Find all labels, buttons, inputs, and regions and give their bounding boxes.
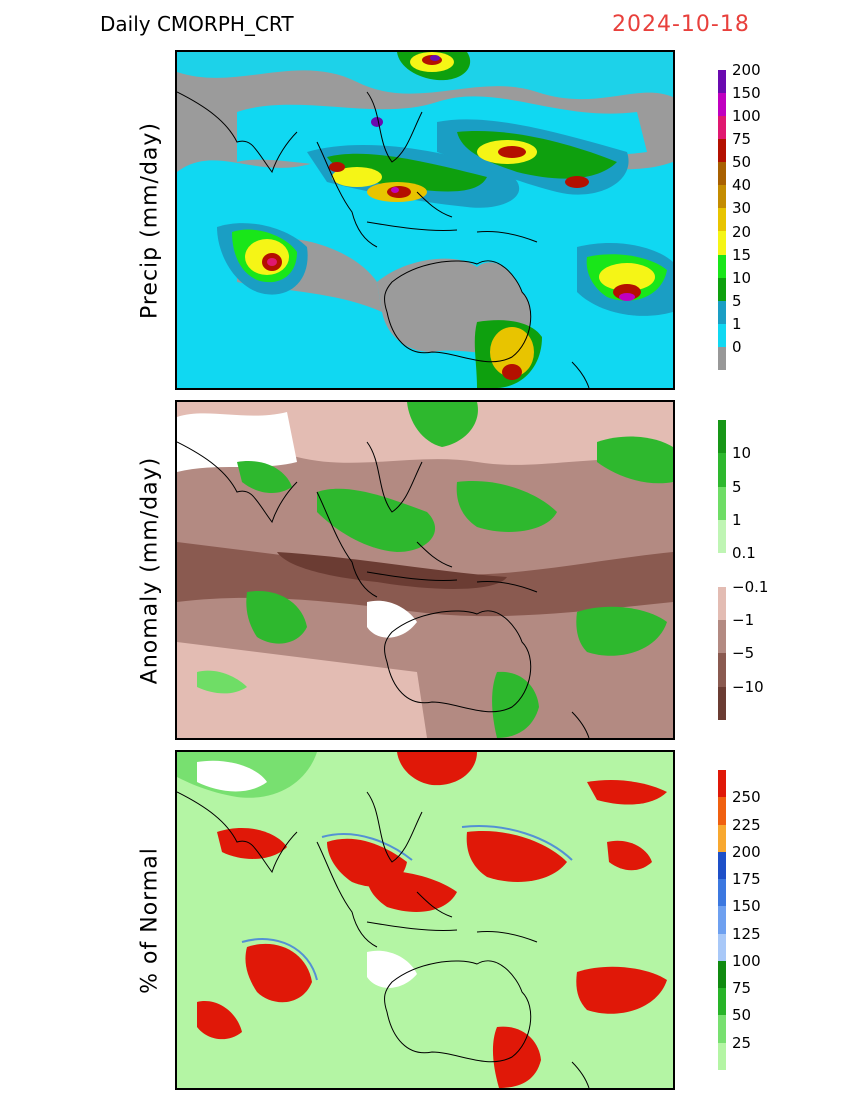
colorbar-segment: [718, 879, 726, 907]
colorbar-tick-label: 25: [732, 1033, 752, 1052]
colorbar-segment: [718, 988, 726, 1016]
colorbar-segment: [718, 770, 726, 798]
colorbar-tick-label: 250: [732, 788, 761, 807]
colorbar-segment: [718, 486, 726, 520]
anomaly-axis-label: Anomaly (mm/day): [137, 456, 163, 685]
colorbar-segment: [718, 254, 726, 278]
colorbar-tick-label: 150: [732, 84, 761, 103]
colorbar-tick-label: 175: [732, 870, 761, 889]
colorbar-segment: [718, 824, 726, 852]
precip-axis-label: Precip (mm/day): [137, 121, 163, 320]
colorbar-segment: [718, 1015, 726, 1043]
colorbar-tick-label: 10: [732, 268, 752, 287]
colorbar-segment: [718, 185, 726, 209]
colorbar-segment: [718, 139, 726, 163]
colorbar-tick-label: −5: [732, 644, 755, 663]
colorbar-tick-label: 5: [732, 291, 742, 310]
percent-normal-map-panel: [175, 750, 675, 1090]
colorbar-tick-label: 100: [732, 107, 761, 126]
colorbar-segment: [718, 851, 726, 880]
colorbar-tick-label: −0.1: [732, 577, 769, 596]
colorbar-segment: [718, 653, 726, 687]
colorbar-segment: [718, 453, 726, 487]
colorbar-tick-label: 100: [732, 951, 761, 970]
colorbar-segment: [718, 93, 726, 117]
colorbar-segment: [718, 346, 726, 370]
colorbar-tick-label: 20: [732, 222, 752, 241]
map-title: Daily CMORPH_CRT: [100, 12, 294, 36]
colorbar-segment: [718, 231, 726, 255]
map-date: 2024-10-18: [612, 12, 750, 37]
percent-normal-colorbar: [718, 770, 726, 1070]
colorbar-tick-label: 50: [732, 153, 752, 172]
colorbar-segment: [718, 277, 726, 301]
colorbar-tick-label: 50: [732, 1006, 752, 1025]
colorbar-segment: [718, 116, 726, 140]
colorbar-segment: [718, 960, 726, 989]
anomaly-map-panel: [175, 400, 675, 740]
colorbar-segment: [718, 300, 726, 324]
colorbar-tick-label: 200: [732, 842, 761, 861]
anomaly-map: [177, 402, 673, 738]
colorbar-segment: [718, 162, 726, 186]
colorbar-segment: [718, 70, 726, 94]
colorbar-tick-label: 40: [732, 176, 752, 195]
colorbar-tick-label: 1: [732, 511, 742, 529]
colorbar-tick-label: 225: [732, 815, 761, 834]
colorbar-segment: [718, 906, 726, 934]
colorbar-tick-label: −10: [732, 677, 764, 696]
colorbar-tick-label: 5: [732, 477, 742, 496]
colorbar-segment: [718, 686, 726, 720]
colorbar-tick-label: 30: [732, 199, 752, 218]
anomaly-colorbar: [718, 420, 726, 720]
colorbar-segment: [718, 519, 726, 554]
colorbar-segment: [718, 420, 726, 454]
colorbar-segment: [718, 1042, 726, 1070]
colorbar-segment: [718, 797, 726, 825]
colorbar-tick-label: 75: [732, 979, 752, 998]
colorbar-segment: [718, 619, 726, 654]
colorbar-tick-label: −1: [732, 611, 755, 629]
precip-map: [177, 52, 673, 388]
colorbar-tick-label: 75: [732, 130, 752, 149]
precip-colorbar: [718, 70, 726, 370]
colorbar-tick-label: 200: [732, 61, 761, 79]
percent-normal-map: [177, 752, 673, 1088]
colorbar-segment: [718, 553, 726, 587]
colorbar-tick-label: 10: [732, 444, 752, 463]
colorbar-segment: [718, 208, 726, 232]
colorbar-tick-label: 0: [732, 337, 742, 356]
colorbar-segment: [718, 933, 726, 961]
colorbar-segment: [718, 323, 726, 347]
colorbar-tick-label: 0.1: [732, 544, 756, 563]
colorbar-tick-label: 15: [732, 245, 752, 264]
percent-normal-axis-label: % of Normal: [137, 847, 163, 994]
colorbar-tick-label: 150: [732, 897, 761, 916]
colorbar-tick-label: 1: [732, 314, 742, 333]
colorbar-tick-label: 125: [732, 924, 761, 943]
colorbar-segment: [718, 586, 726, 620]
precip-map-panel: [175, 50, 675, 390]
